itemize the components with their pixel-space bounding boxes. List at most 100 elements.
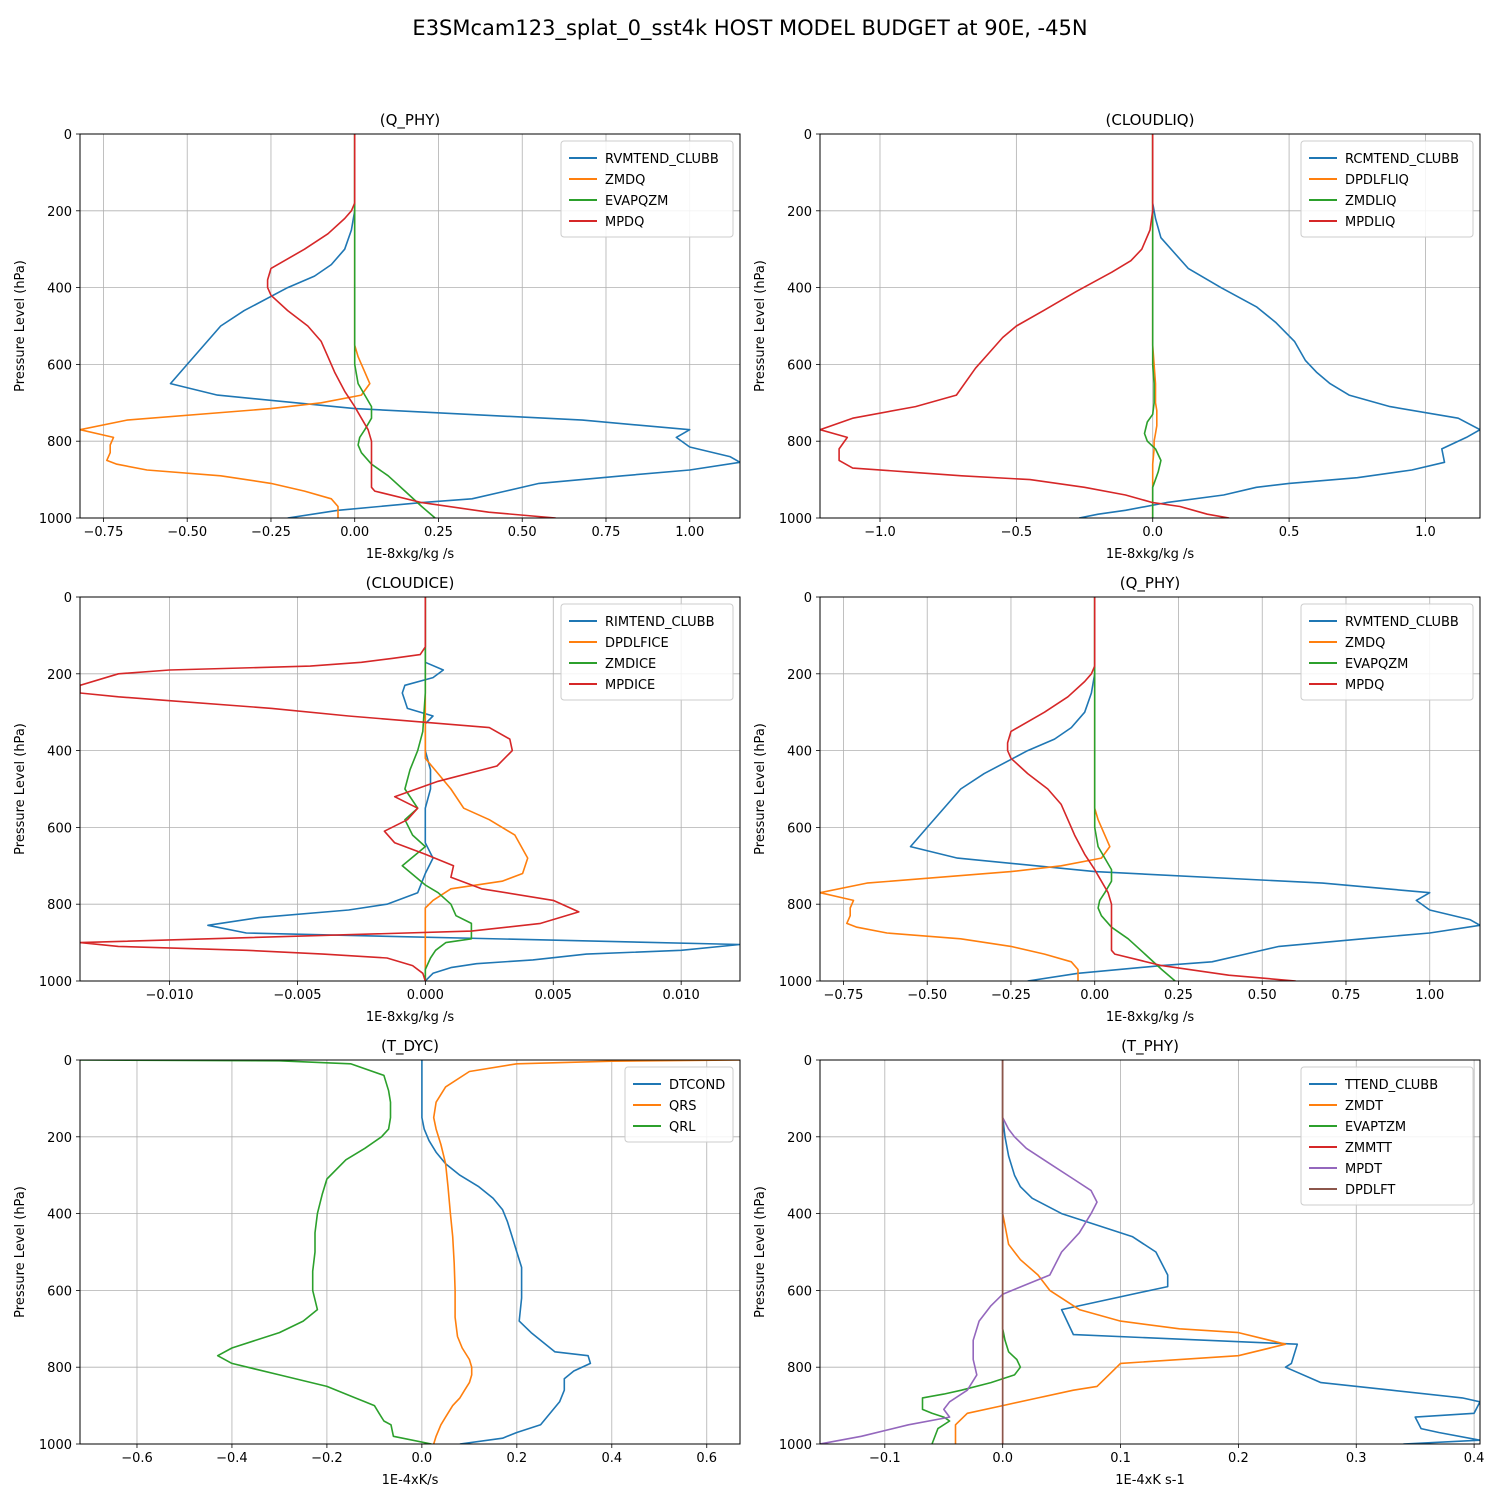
x-axis-label: 1E-8xkg/kg /s (366, 547, 455, 562)
y-axis-label: Pressure Level (hPa) (753, 260, 768, 392)
x-tick-label: 0.3 (1346, 1451, 1367, 1466)
chart-panel-3: −0.010 −0.005 0.000 0.005 0.010 0 200 400 600 800… (13, 574, 741, 1025)
legend-label: ZMDICE (605, 657, 656, 672)
y-tick-label: 800 (787, 435, 812, 450)
legend-box (1300, 140, 1474, 238)
x-tick-label: 0.00 (340, 525, 369, 540)
x-tick-label: −0.75 (84, 525, 124, 540)
legend-label: QRS (669, 1099, 697, 1114)
y-tick-label: 600 (787, 821, 812, 836)
series-line-evapqzm (353, 134, 436, 518)
legend: RCMTEND_CLUBB DPDLFLIQ ZMDLIQ MPDLIQ (1300, 140, 1474, 238)
x-tick-label: 0.000 (407, 988, 444, 1003)
y-tick-label: 0 (64, 591, 72, 606)
plot-frame (79, 1059, 741, 1445)
y-tick-label: 200 (787, 1131, 812, 1146)
y-axis-label: Pressure Level (hPa) (753, 723, 768, 855)
plot-frame (819, 133, 1481, 519)
x-tick-label: −0.6 (121, 1451, 153, 1466)
y-tick-label: 200 (787, 668, 812, 683)
legend-label: RVMTEND_CLUBB (1345, 615, 1459, 630)
x-tick-label: 0.4 (601, 1451, 622, 1466)
legend-label: RCMTEND_CLUBB (1345, 152, 1459, 167)
y-tick-label: 600 (47, 358, 72, 373)
figure-title: E3SMcam123_splat_0_sst4k HOST MODEL BUDG… (412, 16, 1088, 40)
chart-panel-2: −1.0 −0.5 0.0 0.5 1.0 0 200 400 600 800 1000 (CLOUD… (753, 111, 1481, 562)
x-tick-label: −0.5 (1001, 525, 1033, 540)
x-axis-label: 1E-4xK s-1 (1115, 1473, 1185, 1488)
chart-title: (CLOUDLIQ) (1106, 111, 1195, 129)
series-line-qrl (80, 1060, 432, 1444)
legend-label: ZMDLIQ (1345, 194, 1396, 209)
legend-box (560, 140, 734, 238)
chart-title: (Q_PHY) (380, 111, 441, 130)
y-tick-label: 1000 (39, 975, 72, 990)
series-line-rcmtend-clubb (1078, 134, 1480, 518)
y-tick-label: 1000 (779, 512, 812, 527)
x-axis-label: 1E-8xkg/kg /s (366, 1010, 455, 1025)
legend: DTCOND QRS QRL (624, 1066, 734, 1143)
x-tick-label: 0.00 (1080, 988, 1109, 1003)
plot-frame (819, 596, 1481, 982)
x-tick-label: 0.75 (1332, 988, 1361, 1003)
x-tick-label: −0.005 (273, 988, 321, 1003)
series-line-mpdliq (820, 134, 1230, 518)
legend: RIMTEND_CLUBB DPDLFICE ZMDICE MPDICE (560, 603, 734, 701)
legend-box (560, 603, 734, 701)
series-line-evaptzm (921, 1060, 1022, 1444)
x-tick-label: −1.0 (864, 525, 896, 540)
legend-box (1300, 1066, 1474, 1206)
x-tick-label: 0.50 (508, 525, 537, 540)
x-tick-label: −0.4 (216, 1451, 248, 1466)
series-line-zmdq (820, 597, 1111, 981)
legend-label: MPDLIQ (1345, 215, 1395, 230)
chart-title: (T_PHY) (1121, 1037, 1179, 1056)
legend-label: EVAPQZM (1345, 657, 1408, 672)
series-line-zmdice (401, 597, 473, 981)
y-tick-label: 200 (47, 205, 72, 220)
x-axis-label: 1E-8xkg/kg /s (1106, 1010, 1195, 1025)
x-tick-label: 0.2 (1228, 1451, 1249, 1466)
series-line-qrs (432, 1060, 740, 1444)
y-axis-label: Pressure Level (hPa) (13, 723, 28, 855)
x-tick-label: −0.50 (907, 988, 947, 1003)
legend-label: TTEND_CLUBB (1344, 1078, 1438, 1093)
y-tick-label: 0 (804, 128, 812, 143)
legend-box (624, 1066, 734, 1143)
x-tick-label: 0.50 (1248, 988, 1277, 1003)
y-tick-label: 0 (64, 128, 72, 143)
series-line-zmdt (954, 1060, 1287, 1444)
series-line-mpdt (820, 1060, 1098, 1444)
x-tick-label: 0.4 (1464, 1451, 1485, 1466)
chart-panel-1: −0.75 −0.50 −0.25 0.00 0.25 0.50 0.75 1.00 0 200 4… (13, 111, 741, 562)
x-tick-label: 0.25 (1164, 988, 1193, 1003)
y-tick-label: 200 (47, 668, 72, 683)
chart-panel-4: −0.75 −0.50 −0.25 0.00 0.25 0.50 0.75 1.00 0 200 4… (753, 574, 1481, 1025)
legend-label: ZMDQ (605, 173, 645, 188)
y-tick-label: 1000 (779, 1438, 812, 1453)
legend-label: MPDT (1345, 1162, 1382, 1177)
legend-label: DPDLFLIQ (1345, 173, 1409, 188)
series-line-rimtend-clubb (207, 597, 740, 981)
x-tick-label: 0.0 (412, 1451, 433, 1466)
y-tick-label: 0 (64, 1054, 72, 1069)
x-tick-label: −0.2 (311, 1451, 343, 1466)
x-tick-label: −0.25 (991, 988, 1031, 1003)
legend-label: QRL (669, 1120, 696, 1135)
x-tick-label: 0.2 (506, 1451, 527, 1466)
legend: TTEND_CLUBB ZMDT EVAPTZM ZMMTT MPDT DPDLFT (1300, 1066, 1474, 1206)
x-tick-label: −0.50 (167, 525, 207, 540)
y-tick-label: 400 (787, 745, 812, 760)
y-tick-label: 1000 (779, 975, 812, 990)
legend-label: RIMTEND_CLUBB (605, 615, 715, 630)
y-tick-label: 400 (47, 745, 72, 760)
x-axis-label: 1E-8xkg/kg /s (1106, 547, 1195, 562)
y-tick-label: 800 (47, 898, 72, 913)
plot-frame (79, 596, 741, 982)
series-line-zmdliq (1143, 134, 1162, 518)
x-tick-label: 0.0 (992, 1451, 1013, 1466)
y-tick-label: 1000 (39, 1438, 72, 1453)
series-line-rvmtend-clubb (169, 134, 740, 518)
legend-label: DTCOND (669, 1078, 725, 1093)
plot-frame (79, 133, 741, 519)
